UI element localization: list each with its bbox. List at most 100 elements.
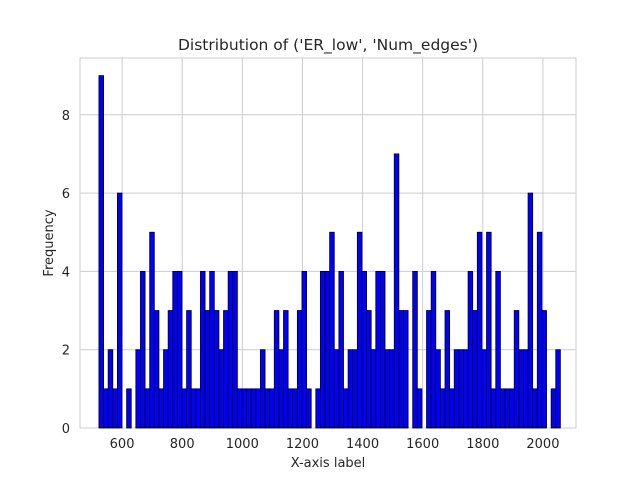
histogram-bar xyxy=(209,270,215,429)
histogram-bar xyxy=(126,388,132,429)
histogram-bar xyxy=(486,231,492,429)
histogram-bar xyxy=(190,388,197,429)
y-axis-label: Frequency xyxy=(42,209,57,276)
histogram-bar xyxy=(509,388,515,429)
histogram-bar xyxy=(444,310,451,429)
histogram-bar xyxy=(140,270,146,429)
histogram-bar xyxy=(329,231,335,429)
histogram-bar xyxy=(403,310,409,429)
x-tick-label: 2000 xyxy=(526,437,559,452)
histogram-bar xyxy=(186,310,192,429)
histogram-bar xyxy=(260,349,266,429)
histogram-bar xyxy=(467,270,474,429)
histogram-bar xyxy=(504,388,511,429)
histogram-bar xyxy=(287,388,294,429)
histogram-bar xyxy=(107,349,114,429)
x-tick-label: 1600 xyxy=(406,437,439,452)
histogram-bar xyxy=(463,349,469,429)
histogram-bar xyxy=(176,270,183,429)
x-tick-label: 1200 xyxy=(286,437,319,452)
histogram-bar xyxy=(204,310,211,429)
histogram-bar xyxy=(499,388,506,429)
x-tick-label: 1400 xyxy=(346,437,379,452)
histogram-bar xyxy=(393,153,400,429)
histogram-bar xyxy=(495,270,501,429)
histogram-bar xyxy=(481,349,487,429)
histogram-bar xyxy=(343,388,349,429)
histogram-bar xyxy=(200,270,206,429)
histogram-bar xyxy=(513,310,520,429)
histogram-bar xyxy=(430,270,437,429)
histogram-bar xyxy=(98,75,104,429)
histogram-bar xyxy=(301,270,307,429)
histogram-bar xyxy=(449,388,455,429)
histogram-bar xyxy=(333,349,340,429)
histogram-bar xyxy=(241,388,247,429)
histogram-bar xyxy=(435,349,441,429)
histogram-bar xyxy=(324,270,331,429)
histogram-bar xyxy=(264,388,271,429)
histogram-bar xyxy=(227,270,234,429)
histogram-bar xyxy=(550,388,557,429)
histogram-bar xyxy=(366,310,372,429)
histogram-bar xyxy=(149,231,155,429)
histogram-bar xyxy=(370,349,377,429)
x-tick-label: 1000 xyxy=(226,437,259,452)
histogram-bar xyxy=(476,231,483,429)
histogram-bar xyxy=(273,310,280,429)
histogram-bar xyxy=(439,388,446,429)
histogram-bar xyxy=(213,310,220,429)
histogram-bar xyxy=(144,388,151,429)
y-tick-label: 4 xyxy=(62,265,70,280)
histogram-bar xyxy=(347,349,354,429)
histogram-bar xyxy=(541,310,547,429)
histogram-bar xyxy=(384,349,391,429)
histogram-bar xyxy=(255,388,261,429)
y-tick-label: 8 xyxy=(62,109,70,124)
histogram-bar xyxy=(398,310,404,429)
histogram-bar xyxy=(292,388,298,429)
histogram-bar xyxy=(181,388,188,429)
histogram-bar xyxy=(527,192,534,429)
x-tick-label: 1800 xyxy=(466,437,499,452)
histogram-bar xyxy=(458,349,464,429)
histogram-bar xyxy=(250,388,257,429)
histogram-bar xyxy=(158,388,164,429)
chart-title: Distribution of ('ER_low', 'Num_edges') xyxy=(178,36,478,55)
histogram-bar xyxy=(536,231,543,429)
histogram-bar xyxy=(167,310,174,429)
histogram-bar xyxy=(389,349,395,429)
histogram-bar xyxy=(338,270,344,429)
histogram-bar xyxy=(112,388,118,429)
histogram-bar xyxy=(153,310,160,429)
bars xyxy=(98,75,561,429)
histogram-bar xyxy=(380,270,386,429)
histogram-bar xyxy=(232,270,238,429)
histogram-bar xyxy=(490,388,497,429)
y-tick-label: 0 xyxy=(62,422,70,437)
histogram-bar xyxy=(412,270,418,429)
histogram-bar xyxy=(163,349,169,429)
histogram-bar xyxy=(315,388,321,429)
histogram-bar xyxy=(135,349,141,429)
x-tick-label: 600 xyxy=(110,437,135,452)
histogram-bar xyxy=(278,349,284,429)
histogram-bar xyxy=(361,270,367,429)
histogram-bar xyxy=(283,310,289,429)
histogram-bar xyxy=(172,270,178,429)
histogram-bar xyxy=(356,231,363,429)
histogram-bar xyxy=(195,388,201,429)
histogram-bar xyxy=(518,349,524,429)
histogram-bar xyxy=(472,310,478,429)
histogram-bar xyxy=(246,388,252,429)
histogram-bar xyxy=(296,310,303,429)
histogram-bar xyxy=(416,388,423,429)
histogram-bar xyxy=(532,388,538,429)
histogram-bar xyxy=(223,310,229,429)
histogram-bar xyxy=(116,192,123,429)
histogram-bar xyxy=(103,388,109,429)
x-tick-label: 800 xyxy=(170,437,195,452)
histogram-bar xyxy=(320,270,326,429)
